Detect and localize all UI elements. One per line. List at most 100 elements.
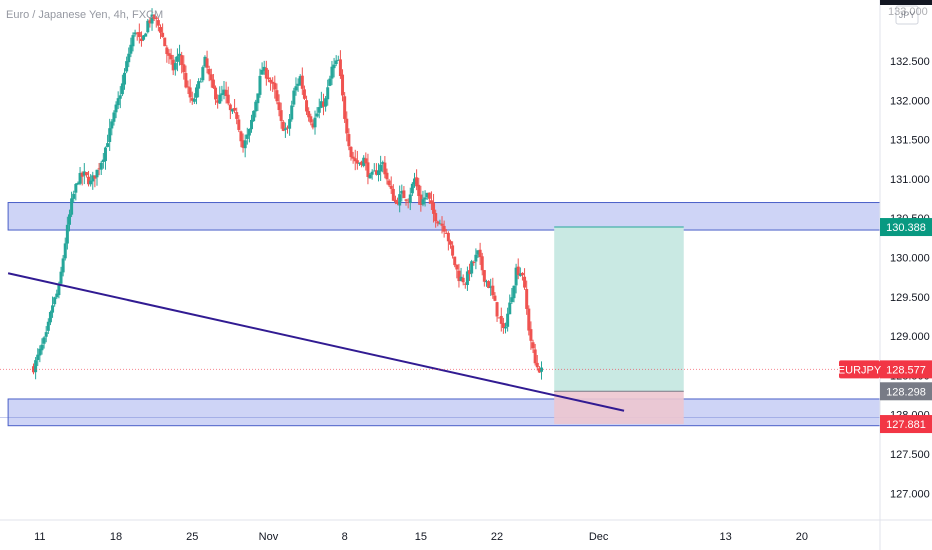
- candle: [226, 86, 230, 106]
- candle: [385, 168, 389, 185]
- candle: [93, 175, 97, 188]
- position-target-area[interactable]: [554, 227, 684, 392]
- candle: [393, 195, 397, 205]
- candle: [446, 231, 450, 251]
- symbol-badge: EURJPY: [838, 360, 882, 379]
- candle: [514, 263, 518, 294]
- candle: [161, 23, 165, 38]
- candle: [108, 118, 112, 152]
- candle: [377, 163, 381, 182]
- support-zone[interactable]: [7, 398, 881, 427]
- price-tick-label: 130.000: [890, 253, 930, 265]
- candle: [224, 81, 228, 104]
- candle: [127, 47, 131, 68]
- candle: [205, 50, 209, 74]
- candle: [438, 219, 442, 225]
- candle: [421, 190, 425, 207]
- candle: [520, 272, 524, 281]
- candle: [321, 93, 325, 116]
- candle: [440, 216, 444, 234]
- price-tick-label: 132.500: [890, 56, 930, 68]
- price-tick-label: 131.000: [890, 174, 930, 186]
- time-tick-label: 13: [720, 531, 732, 543]
- candle: [250, 114, 254, 133]
- candle: [419, 185, 423, 212]
- candle: [410, 182, 414, 196]
- candle: [307, 107, 311, 122]
- candle: [154, 15, 158, 28]
- candle: [70, 191, 74, 218]
- candle: [497, 317, 501, 319]
- candle: [194, 84, 198, 105]
- svg-text:130.388: 130.388: [886, 222, 926, 234]
- candle: [135, 31, 139, 41]
- time-axis[interactable]: 11 18 25 Nov 8 15 22 Dec 13 20: [34, 531, 808, 543]
- svg-text:127.881: 127.881: [886, 419, 926, 431]
- candle: [468, 263, 472, 281]
- candle: [118, 86, 122, 109]
- candle: [65, 216, 69, 250]
- candle: [417, 177, 421, 205]
- price-tick-label: 131.500: [890, 135, 930, 147]
- candle: [44, 326, 48, 343]
- candle: [527, 305, 531, 336]
- candle: [317, 98, 321, 119]
- svg-text:128.298: 128.298: [886, 386, 926, 398]
- candle: [413, 172, 416, 188]
- candle: [472, 260, 476, 266]
- candle: [366, 153, 370, 185]
- candle: [260, 62, 264, 75]
- candle: [389, 176, 393, 194]
- candle: [357, 162, 361, 166]
- trend-line[interactable]: [7, 272, 625, 412]
- candle: [457, 263, 461, 288]
- candle: [171, 54, 175, 76]
- candle: [311, 119, 315, 130]
- candle: [510, 287, 514, 304]
- candle: [537, 366, 541, 373]
- candle: [169, 48, 173, 65]
- candle: [374, 163, 378, 176]
- price-tick-label: 129.500: [890, 292, 930, 304]
- candle: [465, 266, 469, 291]
- target-price-badge: 130.388: [880, 218, 932, 237]
- candle: [529, 321, 533, 350]
- candle: [220, 85, 224, 102]
- candle: [173, 56, 177, 76]
- candle: [180, 51, 184, 74]
- candle: [504, 322, 508, 334]
- candle: [51, 296, 55, 318]
- candle: [434, 209, 438, 228]
- candle: [525, 280, 529, 315]
- candle: [237, 114, 241, 133]
- candle: [38, 345, 42, 363]
- time-tick-label: 15: [415, 531, 427, 543]
- candle: [156, 18, 160, 32]
- candle: [351, 151, 355, 164]
- candle: [269, 77, 273, 91]
- candle: [328, 75, 332, 87]
- candle: [103, 146, 107, 170]
- top-badge: [880, 0, 932, 5]
- candle: [106, 134, 110, 148]
- candle: [273, 75, 277, 99]
- plot-area[interactable]: [0, 0, 880, 520]
- candle: [531, 339, 535, 354]
- time-tick-label: 22: [491, 531, 503, 543]
- candle: [277, 94, 281, 117]
- candle: [61, 254, 65, 277]
- currency-button[interactable]: [895, 5, 919, 25]
- candle: [78, 167, 82, 186]
- candle: [491, 277, 495, 299]
- price-axis[interactable]: 127.000127.500128.000128.500129.000129.5…: [890, 56, 930, 500]
- position-stop-area[interactable]: [554, 391, 684, 425]
- candle: [239, 130, 243, 148]
- candle: [188, 79, 192, 103]
- candle: [463, 282, 467, 289]
- candle: [461, 274, 465, 286]
- candle: [131, 32, 135, 52]
- candle: [324, 96, 328, 112]
- candle: [391, 184, 395, 201]
- candle: [406, 198, 410, 209]
